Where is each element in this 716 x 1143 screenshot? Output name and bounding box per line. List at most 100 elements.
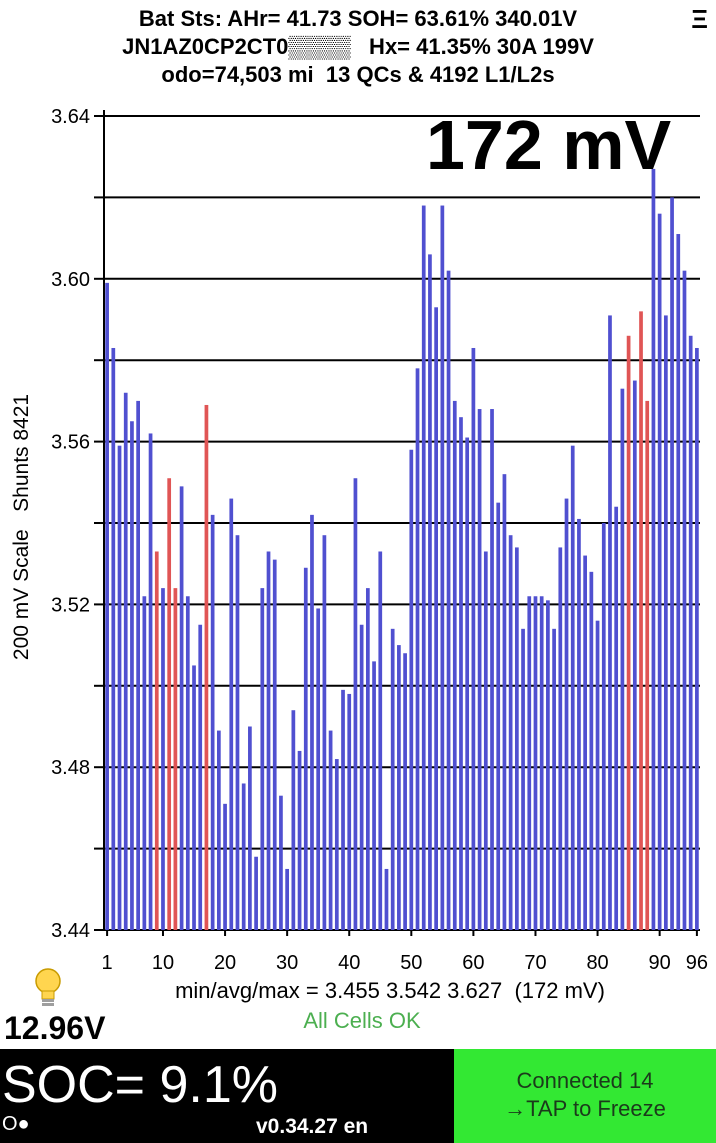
cell-bar-76 bbox=[570, 445, 575, 930]
lightbulb-icon[interactable] bbox=[30, 966, 66, 1010]
cell-bar-89 bbox=[651, 168, 656, 930]
cell-bar-91 bbox=[663, 315, 668, 930]
x-tick-label: 1 bbox=[102, 952, 113, 974]
min-avg-max-stats: min/avg/max = 3.455 3.542 3.627 (172 mV) bbox=[175, 978, 605, 1003]
cell-bar-31 bbox=[291, 710, 296, 930]
cell-bar-56 bbox=[446, 270, 451, 930]
x-tick-label: 70 bbox=[524, 952, 546, 974]
cell-bar-75 bbox=[564, 498, 569, 930]
cell-bar-35 bbox=[316, 608, 321, 930]
menu-icon[interactable]: Ξ bbox=[691, 4, 708, 34]
cell-bar-80 bbox=[595, 620, 600, 930]
y-tick-label: 3.44 bbox=[51, 920, 90, 942]
cell-bar-13 bbox=[179, 486, 184, 930]
cell-bar-8 bbox=[148, 433, 153, 930]
cell-bar-81 bbox=[601, 523, 606, 930]
header-line-3: odo=74,503 mi 13 QCs & 4192 L1/L2s bbox=[161, 62, 555, 87]
cell-bar-73 bbox=[552, 628, 556, 930]
cell-bar-62 bbox=[483, 551, 488, 930]
cell-bar-55 bbox=[440, 205, 445, 931]
cell-bar-65 bbox=[502, 474, 507, 930]
cell-bar-36 bbox=[322, 535, 327, 930]
y-axis-title: 200 mV Scale Shunts 8421 bbox=[10, 393, 33, 661]
cell-bar-3 bbox=[117, 445, 122, 930]
cell-bar-44 bbox=[372, 661, 376, 930]
cell-bar-84 bbox=[620, 388, 625, 930]
cell-bar-14 bbox=[185, 596, 190, 930]
cell-bar-34 bbox=[310, 514, 314, 930]
cell-bar-6 bbox=[136, 400, 140, 930]
cell-bar-61 bbox=[477, 409, 482, 930]
x-tick-label: 96 bbox=[686, 952, 708, 974]
cell-bar-92 bbox=[670, 197, 674, 930]
header-line-2: JN1AZ0CP2CT0▒▒▒▒ Hx= 41.35% 30A 199V bbox=[122, 34, 594, 59]
voltage-spread-readout: 172 mV bbox=[426, 106, 672, 184]
connection-status-label: Connected 14 bbox=[516, 1068, 654, 1093]
tap-to-freeze-button[interactable]: Connected 14 →TAP to Freeze bbox=[454, 1049, 716, 1143]
cell-bar-2 bbox=[111, 347, 116, 930]
cell-bar-93 bbox=[676, 234, 681, 930]
cell-bar-29 bbox=[279, 795, 283, 930]
x-tick-label: 10 bbox=[152, 952, 174, 974]
x-tick-label: 40 bbox=[338, 952, 360, 974]
cell-bar-17 bbox=[204, 404, 209, 931]
cell-bar-18 bbox=[210, 514, 215, 930]
x-tick-label: 30 bbox=[276, 952, 298, 974]
freeze-hint-label: →TAP to Freeze bbox=[504, 1096, 666, 1121]
cell-bar-26 bbox=[260, 588, 265, 930]
cells-status: All Cells OK bbox=[303, 1008, 421, 1033]
cell-bar-27 bbox=[266, 551, 271, 930]
cell-bar-70 bbox=[533, 596, 538, 930]
soc-panel: SOC= 9.1% O● v0.34.27 en bbox=[0, 1049, 454, 1143]
cell-bar-71 bbox=[539, 596, 544, 930]
cell-bar-38 bbox=[334, 759, 339, 930]
cell-bar-79 bbox=[589, 571, 594, 930]
cell-bar-47 bbox=[390, 628, 395, 930]
aux-battery-voltage: 12.96V bbox=[4, 1010, 106, 1046]
cell-bar-15 bbox=[192, 665, 196, 930]
x-tick-label: 90 bbox=[649, 952, 671, 974]
x-tick-label: 60 bbox=[462, 952, 484, 974]
soc-readout: SOC= 9.1% bbox=[2, 1056, 279, 1114]
cell-voltage-chart: 3.44 3.48 3.52 3.56 3.60 3.64 1 10 20 30 40 50 60 70 8… bbox=[51, 106, 708, 974]
header-line-1: Bat Sts: AHr= 41.73 SOH= 63.61% 340.01V bbox=[138, 6, 578, 31]
cell-bar-41 bbox=[353, 478, 358, 930]
cell-bar-86 bbox=[632, 380, 637, 930]
cell-bar-45 bbox=[378, 551, 383, 930]
cell-bar-16 bbox=[198, 624, 203, 930]
cell-bar-77 bbox=[577, 518, 581, 930]
cell-bar-48 bbox=[397, 645, 401, 930]
cell-bar-43 bbox=[365, 588, 370, 930]
cell-bar-21 bbox=[229, 498, 234, 930]
y-tick-label: 3.60 bbox=[51, 269, 90, 291]
cell-bar-39 bbox=[341, 689, 345, 930]
cell-bar-69 bbox=[527, 596, 532, 930]
cell-bar-52 bbox=[421, 205, 426, 931]
cell-bar-94 bbox=[682, 270, 687, 930]
cell-bar-12 bbox=[173, 588, 178, 930]
y-tick-label: 3.48 bbox=[51, 757, 90, 779]
cell-bar-87 bbox=[639, 311, 643, 930]
cell-bar-4 bbox=[123, 392, 128, 930]
cell-bar-72 bbox=[546, 600, 550, 930]
cell-bar-49 bbox=[403, 653, 407, 930]
cell-bar-90 bbox=[657, 213, 662, 930]
cell-bar-37 bbox=[328, 730, 333, 930]
cell-bar-82 bbox=[608, 315, 612, 930]
cell-bar-66 bbox=[508, 535, 513, 930]
connection-indicator: O● bbox=[2, 1113, 30, 1135]
cell-bar-25 bbox=[254, 856, 258, 930]
cell-bar-30 bbox=[285, 868, 289, 930]
x-tick-label: 80 bbox=[586, 952, 608, 974]
cell-bar-42 bbox=[359, 624, 364, 930]
cell-bar-40 bbox=[347, 693, 352, 930]
x-tick-label: 50 bbox=[400, 952, 422, 974]
cell-bar-9 bbox=[154, 551, 159, 930]
cell-bar-96 bbox=[695, 347, 699, 930]
cell-bar-19 bbox=[216, 730, 221, 930]
cell-bar-22 bbox=[235, 535, 240, 930]
cell-bar-85 bbox=[626, 335, 631, 930]
cell-bar-64 bbox=[496, 502, 501, 930]
cell-bar-54 bbox=[434, 307, 438, 930]
cell-bar-1 bbox=[105, 282, 109, 930]
